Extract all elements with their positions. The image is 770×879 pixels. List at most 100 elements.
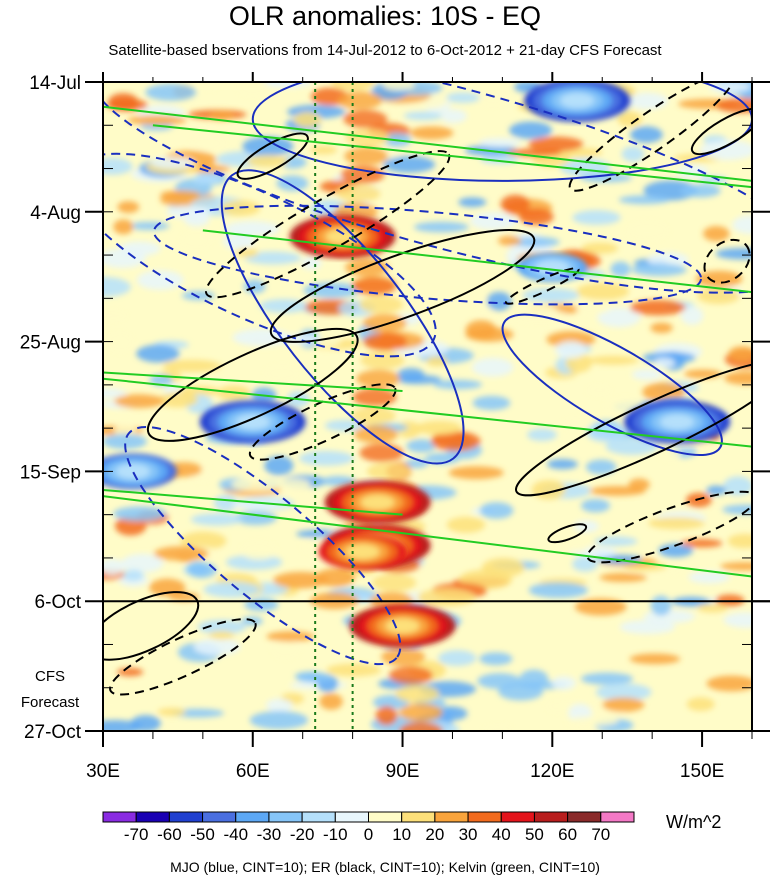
texture-cell	[398, 703, 443, 722]
colorbar-label: 0	[364, 825, 373, 844]
texture-cell	[180, 230, 212, 249]
texture-cell	[648, 517, 705, 530]
forecast-label: CFS	[35, 668, 65, 685]
y-tick-label: 4-Aug	[30, 203, 81, 224]
mjo-contour	[251, 82, 752, 182]
texture-cell	[264, 198, 285, 209]
texture-cell	[527, 428, 557, 442]
texture-cell	[680, 306, 704, 325]
texture-cell	[587, 385, 611, 395]
texture-cell	[572, 210, 621, 225]
texture-cell	[458, 197, 487, 208]
texture-cell	[627, 221, 668, 240]
texture-cell	[231, 477, 283, 492]
texture-cell	[122, 569, 144, 582]
texture-cell	[321, 476, 356, 486]
y-tick-label: 25-Aug	[20, 333, 81, 354]
texture-cell	[160, 190, 201, 200]
texture-cell	[654, 357, 675, 368]
texture-cell	[706, 675, 752, 692]
mjo-contour	[501, 313, 723, 457]
texture-cell	[686, 697, 715, 711]
texture-cell	[103, 433, 148, 450]
colorbar-swatch	[500, 811, 535, 823]
texture-cell	[631, 369, 663, 380]
colorbar-label: -20	[290, 825, 315, 844]
texture-cell	[235, 247, 259, 258]
texture-cell	[353, 425, 398, 444]
colorbar-label: 70	[591, 825, 610, 844]
chart-title: OLR anomalies: 10S - EQ	[228, 1, 542, 31]
texture-cell	[647, 252, 689, 268]
texture-cell	[566, 541, 588, 553]
texture-cell	[642, 382, 686, 402]
texture-cell	[413, 221, 469, 233]
texture-cell	[310, 145, 338, 155]
texture-cell	[547, 459, 578, 470]
y-tick-label: 27-Oct	[24, 722, 82, 743]
texture-cell	[242, 136, 294, 157]
texture-cell	[319, 693, 343, 710]
kelvin-contour	[103, 495, 752, 578]
colorbar-swatch	[301, 811, 336, 823]
kelvin-contour	[202, 229, 752, 294]
texture-cell	[706, 485, 727, 496]
texture-cell	[382, 82, 415, 91]
texture-cell	[699, 140, 752, 160]
texture-cell	[522, 288, 580, 303]
texture-cell	[113, 219, 134, 235]
er-contour	[547, 523, 588, 544]
colorbar-swatch	[268, 811, 303, 823]
colorbar-swatch	[434, 811, 469, 823]
texture-cell	[574, 598, 627, 616]
anomaly-center	[318, 533, 407, 570]
mjo-contour	[103, 82, 752, 294]
texture-cell	[273, 571, 329, 589]
colorbar-swatch	[401, 811, 436, 823]
texture-cell	[114, 394, 164, 408]
texture-cell	[337, 91, 382, 110]
texture-cell	[448, 466, 504, 480]
texture-cell	[722, 504, 752, 515]
texture-cell	[621, 146, 645, 162]
colorbar-swatch	[135, 811, 170, 823]
colorbar-swatch	[168, 811, 204, 823]
texture-cell	[396, 367, 425, 382]
kelvin-contour	[103, 105, 752, 182]
texture-cell	[546, 331, 596, 348]
texture-cell	[479, 652, 513, 666]
texture-cell	[149, 578, 186, 597]
anomaly-level	[345, 544, 380, 560]
texture-cell	[697, 603, 728, 613]
texture-cell	[103, 310, 127, 321]
anomaly-center	[289, 215, 396, 259]
kelvin-contour	[103, 371, 403, 393]
texture-cell	[618, 195, 670, 205]
anomaly-level	[385, 618, 420, 634]
texture-cell	[406, 439, 437, 453]
texture-cell	[375, 706, 398, 726]
texture-cell	[103, 157, 133, 175]
texture-cell	[238, 82, 268, 96]
texture-cell	[433, 379, 483, 390]
colorbar-swatch	[467, 811, 502, 823]
colorbar-label: 60	[558, 825, 577, 844]
texture-cell	[528, 136, 584, 152]
texture-cell	[136, 270, 184, 290]
texture-cell	[246, 154, 289, 168]
texture-cell	[597, 307, 641, 328]
colorbar-swatch	[202, 811, 237, 823]
texture-cell	[343, 110, 388, 129]
texture-cell	[416, 420, 463, 436]
texture-cell	[398, 722, 443, 731]
texture-cell	[518, 208, 554, 226]
texture-cell	[595, 683, 652, 701]
texture-cell	[366, 462, 411, 481]
anomaly-level	[235, 414, 270, 430]
texture-cell	[117, 201, 140, 214]
texture-cell	[630, 300, 686, 316]
texture-cell	[106, 332, 133, 352]
texture-cell	[186, 561, 210, 577]
colorbar-label: -40	[223, 825, 248, 844]
texture-cell	[326, 663, 382, 677]
